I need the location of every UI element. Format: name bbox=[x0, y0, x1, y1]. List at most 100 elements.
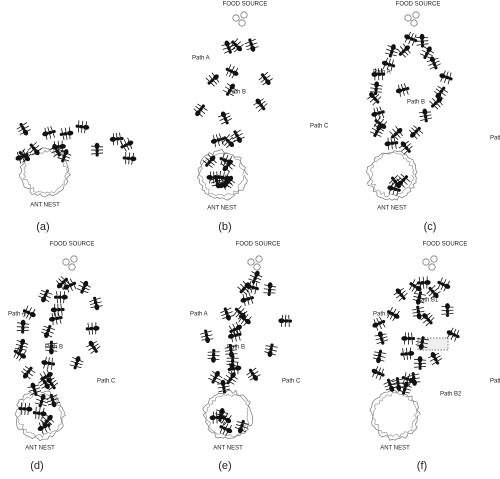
ant-thorax bbox=[377, 321, 383, 325]
ant-thorax bbox=[403, 352, 409, 356]
ant bbox=[45, 340, 58, 355]
ant-thorax bbox=[74, 361, 79, 367]
ant-abdomen bbox=[371, 72, 378, 77]
ant-thorax bbox=[222, 426, 227, 431]
ant bbox=[27, 141, 42, 156]
ant-head bbox=[239, 290, 243, 294]
ant-head bbox=[381, 341, 385, 345]
food-source bbox=[247, 258, 255, 266]
nest-label: ANT NEST bbox=[30, 203, 60, 209]
ant-nest bbox=[370, 152, 415, 198]
ant-abdomen bbox=[214, 370, 220, 378]
nest-label: ANT NEST bbox=[25, 446, 55, 452]
ant-abdomen bbox=[25, 406, 33, 412]
ant-thorax bbox=[240, 423, 244, 428]
ant-abdomen bbox=[390, 44, 396, 51]
ant-thorax bbox=[423, 114, 428, 120]
ant bbox=[409, 125, 424, 140]
ant bbox=[248, 270, 263, 284]
ant bbox=[219, 421, 233, 436]
ant-abdomen bbox=[245, 283, 252, 289]
ant-abdomen bbox=[42, 131, 49, 137]
ant bbox=[63, 278, 77, 293]
ant-thorax bbox=[92, 345, 96, 351]
ant bbox=[208, 370, 223, 384]
ant-thorax bbox=[377, 371, 382, 376]
ant-thorax bbox=[81, 286, 86, 291]
ant-abdomen bbox=[48, 347, 54, 355]
ant bbox=[398, 140, 413, 155]
ant-thorax bbox=[228, 69, 234, 73]
ant-head bbox=[32, 411, 37, 415]
ant bbox=[401, 332, 416, 345]
ant bbox=[419, 46, 435, 60]
ant-thorax bbox=[228, 377, 233, 382]
panel-caption: (b) bbox=[218, 221, 231, 233]
ant-thorax bbox=[412, 284, 417, 288]
ant-head bbox=[34, 392, 38, 396]
ant-abdomen bbox=[418, 343, 424, 350]
ant-abdomen bbox=[254, 270, 260, 277]
ant bbox=[372, 316, 386, 331]
ant-thorax bbox=[401, 49, 406, 54]
ant-head bbox=[435, 361, 440, 365]
ant-head bbox=[72, 281, 77, 285]
ant-head bbox=[18, 406, 22, 411]
ant bbox=[222, 83, 238, 97]
ant-thorax bbox=[404, 146, 409, 151]
ant-abdomen bbox=[422, 313, 428, 319]
ant-abdomen bbox=[61, 294, 68, 300]
ant-abdomen bbox=[424, 280, 431, 285]
ant-head bbox=[288, 319, 293, 323]
ant-thorax bbox=[251, 285, 256, 290]
ant-abdomen bbox=[220, 379, 226, 387]
ant bbox=[200, 329, 214, 344]
ant-abdomen bbox=[24, 155, 31, 162]
ant-head bbox=[52, 386, 56, 390]
ant bbox=[240, 292, 254, 307]
ant-abdomen bbox=[94, 303, 100, 311]
ant-head bbox=[226, 381, 230, 385]
ant-thorax bbox=[207, 160, 212, 165]
ant-head bbox=[373, 133, 377, 138]
ant-abdomen bbox=[40, 411, 47, 417]
panel-caption: (a) bbox=[36, 221, 49, 233]
ant-abdomen bbox=[426, 46, 432, 53]
ant-abdomen bbox=[408, 377, 415, 383]
ant-head bbox=[267, 292, 271, 296]
ant bbox=[441, 303, 454, 317]
ant-thorax bbox=[61, 280, 66, 285]
ant-abdomen bbox=[410, 131, 416, 138]
ant-abdomen bbox=[226, 159, 233, 165]
ant bbox=[229, 38, 244, 53]
ant-head bbox=[378, 349, 383, 353]
ant-abdomen bbox=[446, 330, 453, 336]
food-label: FOOD SOURCE bbox=[50, 242, 95, 248]
path-label: Path A bbox=[190, 312, 208, 318]
ant bbox=[416, 33, 429, 48]
ant-head bbox=[19, 122, 23, 127]
ant bbox=[446, 327, 460, 342]
ant-abdomen bbox=[195, 110, 201, 117]
ant-thorax bbox=[21, 325, 25, 331]
ant-abdomen bbox=[372, 322, 379, 328]
ant-thorax bbox=[237, 310, 242, 315]
ant-head bbox=[48, 324, 52, 329]
ant-head bbox=[204, 329, 208, 333]
ant bbox=[230, 129, 245, 143]
ant-abdomen bbox=[371, 111, 378, 117]
ant-head bbox=[445, 313, 450, 317]
ant-head bbox=[227, 367, 231, 372]
ant bbox=[39, 369, 53, 384]
ant-nest bbox=[196, 148, 249, 201]
ant-head bbox=[217, 175, 221, 180]
ant bbox=[439, 70, 453, 85]
ant bbox=[49, 143, 64, 158]
ant-abdomen bbox=[34, 149, 40, 156]
ant-thorax bbox=[417, 294, 422, 300]
ant-abdomen bbox=[20, 353, 27, 359]
ant bbox=[22, 305, 36, 320]
ant-thorax bbox=[387, 62, 393, 67]
ant bbox=[401, 372, 415, 387]
ant bbox=[420, 312, 435, 327]
